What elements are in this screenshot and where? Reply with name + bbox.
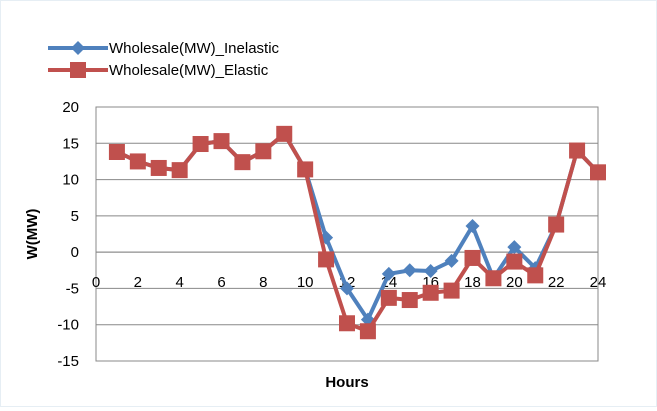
data-point — [548, 216, 565, 233]
legend-label: Wholesale(MW)_Elastic — [109, 62, 269, 79]
y-tick-label: 20 — [62, 99, 79, 116]
x-tick-label: 20 — [506, 274, 523, 291]
data-point — [108, 143, 125, 160]
data-point — [443, 282, 460, 299]
x-tick-label: 18 — [464, 274, 481, 291]
data-point — [340, 281, 354, 296]
x-axis-title: Hours — [325, 374, 368, 391]
data-point — [569, 142, 586, 159]
series-1 — [109, 126, 605, 327]
data-point — [276, 125, 293, 142]
data-point — [423, 264, 438, 279]
legend: Wholesale(MW)_Inelastic Wholesale(MW)_Ela… — [48, 40, 280, 79]
data-point — [485, 270, 502, 287]
data-point — [255, 143, 272, 160]
data-point — [171, 162, 188, 179]
x-tick-label: 6 — [217, 274, 225, 291]
y-tick-label: 5 — [71, 208, 79, 225]
y-tick-label: 15 — [62, 135, 79, 152]
tick-label-layer: -15-10-505101520024681012141618202224 — [57, 99, 606, 370]
data-point — [465, 219, 480, 234]
data-point — [506, 253, 523, 270]
data-point — [380, 289, 397, 306]
data-point — [444, 253, 459, 268]
legend-label: Wholesale(MW)_Inelastic — [109, 40, 280, 57]
legend-entry: Wholesale(MW)_Elastic — [48, 62, 269, 79]
data-point — [192, 136, 209, 153]
x-tick-label: 10 — [297, 274, 314, 291]
x-tick-label: 2 — [134, 274, 142, 291]
data-point — [422, 284, 439, 301]
y-tick-label: -10 — [57, 317, 79, 334]
data-point — [297, 161, 314, 178]
series-line — [116, 131, 600, 322]
series-layer — [108, 125, 606, 340]
data-point — [590, 164, 606, 181]
data-point — [150, 159, 167, 176]
y-axis-title: W(MW) — [24, 209, 41, 260]
legend-marker — [71, 41, 85, 55]
data-point — [339, 315, 355, 332]
data-point — [359, 323, 376, 340]
legend-entry: Wholesale(MW)_Inelastic — [48, 40, 280, 57]
x-tick-label: 0 — [92, 274, 100, 291]
series-2 — [108, 125, 606, 340]
x-tick-label: 22 — [548, 274, 565, 291]
y-tick-label: -15 — [57, 353, 79, 370]
y-tick-label: -5 — [66, 280, 79, 297]
data-point — [507, 240, 522, 255]
plot-area-border — [95, 106, 599, 362]
data-point — [213, 133, 230, 150]
legend-marker — [70, 62, 86, 78]
data-point — [527, 267, 544, 284]
x-tick-label: 4 — [175, 274, 183, 291]
y-tick-label: 10 — [62, 172, 79, 189]
data-point — [401, 292, 418, 309]
data-point — [381, 266, 396, 281]
y-tick-label: 0 — [71, 244, 79, 261]
x-tick-label: 24 — [590, 274, 607, 291]
data-point — [402, 263, 417, 278]
data-point — [129, 153, 146, 170]
data-point — [464, 249, 481, 266]
data-point — [318, 251, 335, 268]
data-point — [234, 154, 251, 171]
x-tick-label: 8 — [259, 274, 267, 291]
